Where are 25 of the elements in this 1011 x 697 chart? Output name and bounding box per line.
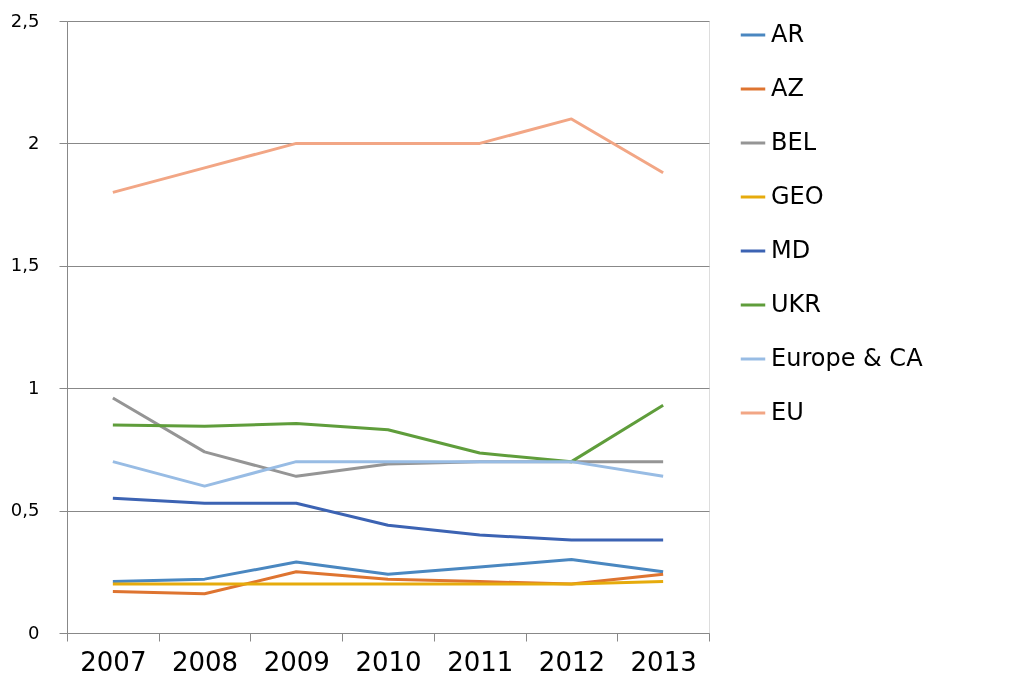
legend-label: UKR: [771, 290, 821, 318]
y-tick-label: 2,5: [10, 9, 40, 31]
x-tick-label: 2013: [630, 646, 697, 677]
y-tick-label: 2: [28, 131, 40, 153]
x-tick-label: 2012: [538, 646, 606, 677]
legend-label: BEL: [771, 128, 817, 156]
y-tick-label: 1,5: [10, 254, 40, 276]
line-series: [111, 496, 665, 542]
x-tick-label: 2009: [263, 646, 330, 677]
x-tick-label: 2008: [171, 646, 239, 677]
y-tick-label: 1: [28, 376, 40, 398]
x-tick-label: 2011: [447, 646, 514, 677]
legend-label: AZ: [771, 74, 804, 102]
x-tick-label: 2007: [80, 646, 147, 677]
legend-label: Europe & CA: [771, 344, 924, 372]
line-series: [111, 558, 665, 584]
line-series: [111, 403, 665, 464]
legend-label: AR: [771, 20, 805, 48]
x-tick-label: 2010: [355, 646, 422, 677]
legend-label: EU: [771, 398, 804, 426]
legend-label: MD: [771, 236, 811, 264]
legend-label: GEO: [771, 182, 824, 210]
y-tick-label: 0: [28, 621, 40, 643]
y-tick-label: 0,5: [10, 499, 40, 521]
line-series: [111, 117, 665, 194]
